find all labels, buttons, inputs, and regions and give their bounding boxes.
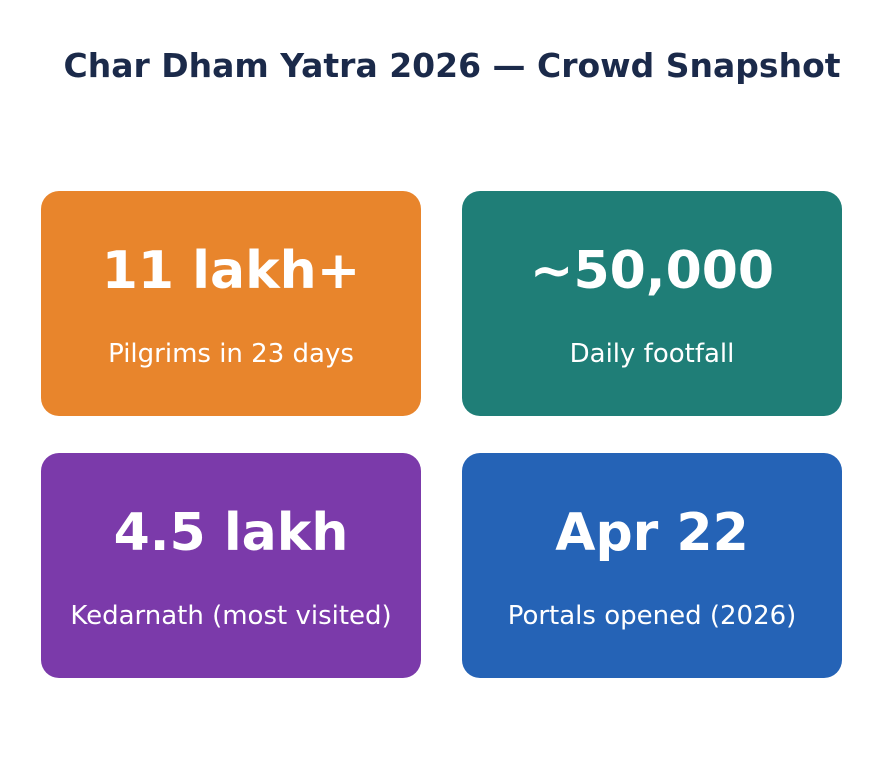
stat-card-kedarnath: 4.5 lakh Kedarnath (most visited) — [41, 453, 421, 678]
stat-card-pilgrims: 11 lakh+ Pilgrims in 23 days — [41, 191, 421, 416]
stat-label: Pilgrims in 23 days — [108, 339, 354, 369]
stat-card-daily-footfall: ~50,000 Daily footfall — [462, 191, 842, 416]
stat-value: ~50,000 — [529, 241, 775, 301]
stat-value: Apr 22 — [555, 503, 749, 563]
stat-card-portals-opened: Apr 22 Portals opened (2026) — [462, 453, 842, 678]
stat-label: Kedarnath (most visited) — [70, 601, 392, 631]
stat-value: 4.5 lakh — [113, 503, 349, 563]
stat-value: 11 lakh+ — [101, 241, 361, 301]
page-title: Char Dham Yatra 2026 — Crowd Snapshot — [63, 46, 841, 85]
stat-label: Daily footfall — [569, 339, 735, 369]
stat-label: Portals opened (2026) — [507, 601, 797, 631]
